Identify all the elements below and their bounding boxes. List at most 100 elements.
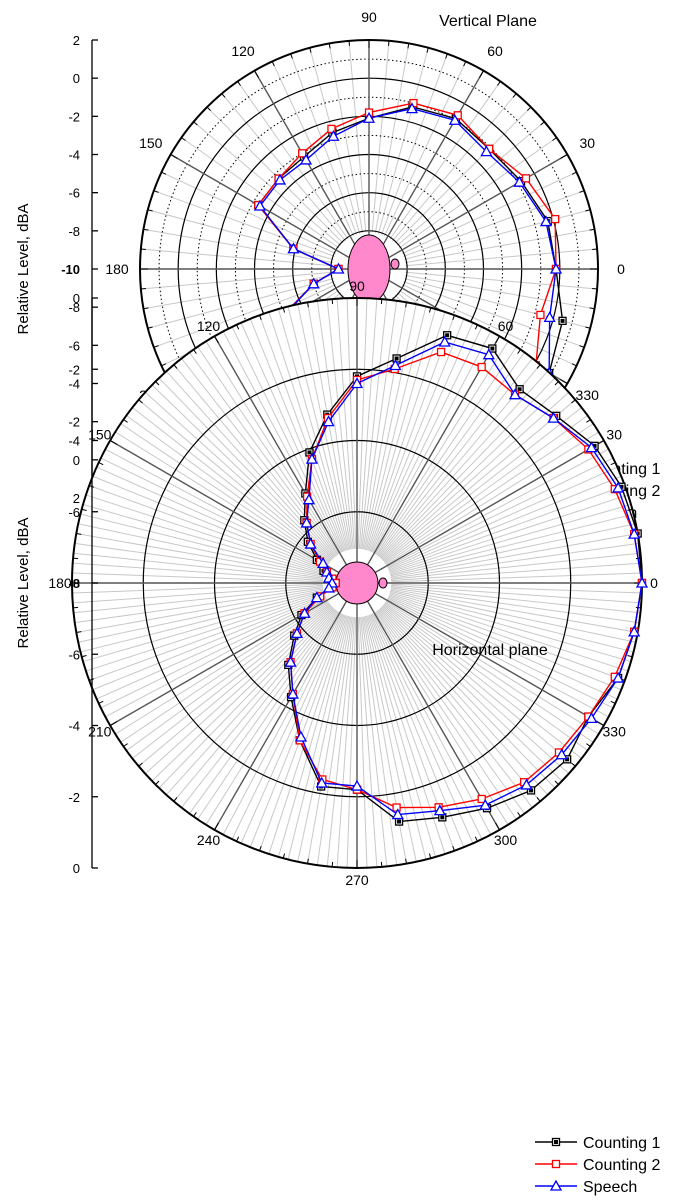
data-point-fill bbox=[619, 484, 624, 489]
ring-tick bbox=[161, 171, 167, 175]
minor-spoke bbox=[140, 271, 333, 290]
ring-tick bbox=[497, 81, 501, 86]
legend: Counting 1 Counting 2 Speech bbox=[535, 1135, 660, 1196]
minor-spoke bbox=[365, 308, 437, 551]
ring-tick bbox=[463, 61, 467, 67]
minor-spoke bbox=[287, 306, 350, 550]
ring-tick bbox=[81, 654, 87, 658]
ring-tick bbox=[474, 324, 478, 330]
ring-tick bbox=[627, 654, 633, 658]
minor-spoke bbox=[249, 318, 345, 552]
radial-tick-label: -8 bbox=[68, 576, 80, 591]
data-point bbox=[304, 537, 317, 549]
angle-label-300: 300 bbox=[494, 832, 518, 848]
minor-spoke bbox=[80, 590, 324, 653]
ring-tick bbox=[536, 364, 541, 369]
ring-tick bbox=[155, 780, 160, 785]
minor-spoke bbox=[240, 322, 344, 552]
minor-spoke bbox=[147, 278, 334, 329]
ring-tick bbox=[610, 700, 616, 704]
minor-spoke bbox=[394, 106, 532, 244]
ring-tick bbox=[540, 121, 545, 126]
ring-tick bbox=[138, 762, 143, 767]
minor-spoke bbox=[316, 300, 353, 550]
data-point bbox=[405, 102, 419, 114]
radial-tick-label: 0 bbox=[73, 861, 80, 876]
ring-tick bbox=[517, 812, 521, 817]
minor-spoke bbox=[259, 315, 346, 552]
minor-spoke bbox=[386, 598, 609, 718]
minor-spoke bbox=[387, 457, 614, 569]
minor-spoke bbox=[78, 589, 324, 643]
minor-spoke bbox=[383, 407, 582, 563]
minor-spoke bbox=[89, 594, 326, 681]
ring-tick bbox=[571, 762, 576, 767]
minor-spoke bbox=[72, 583, 323, 594]
chart-title: Horizontal plane bbox=[432, 642, 548, 659]
data-point bbox=[307, 277, 320, 289]
radial-tick-label: -4 bbox=[68, 377, 80, 392]
minor-spoke bbox=[389, 591, 632, 663]
minor-spoke bbox=[277, 615, 349, 858]
minor-spoke bbox=[151, 384, 333, 560]
minor-spoke bbox=[388, 594, 625, 681]
minor-spoke bbox=[181, 609, 337, 808]
ring-tick bbox=[259, 315, 262, 321]
radial-tick-label: -4 bbox=[68, 719, 80, 734]
data-point bbox=[520, 778, 533, 790]
minor-spoke bbox=[387, 597, 614, 709]
legend-label: Speech bbox=[583, 1179, 637, 1196]
ring-tick bbox=[428, 307, 432, 313]
minor-spoke bbox=[391, 562, 642, 582]
ring-tick bbox=[554, 780, 559, 785]
legend-label: Counting 2 bbox=[583, 1157, 660, 1174]
minor-spoke bbox=[375, 611, 517, 820]
data-point bbox=[436, 347, 446, 357]
minor-spoke bbox=[370, 322, 474, 552]
minor-spoke bbox=[391, 584, 642, 604]
ring-tick bbox=[282, 307, 286, 313]
ring-tick bbox=[214, 822, 219, 831]
minor-spoke bbox=[361, 616, 398, 866]
minor-spoke bbox=[389, 503, 632, 575]
angle-label-60: 60 bbox=[487, 43, 503, 59]
minor-spoke bbox=[388, 596, 618, 700]
minor-spoke bbox=[389, 494, 629, 573]
data-point bbox=[547, 411, 560, 423]
minor-spoke bbox=[383, 603, 582, 759]
legend-marker bbox=[551, 1159, 561, 1169]
data-point bbox=[298, 149, 307, 158]
data-point bbox=[508, 388, 522, 400]
angle-label-330: 330 bbox=[576, 387, 600, 403]
ring-tick bbox=[237, 81, 241, 86]
ring-tick bbox=[405, 302, 407, 308]
radial-tick-label: -6 bbox=[68, 338, 80, 353]
minor-spoke bbox=[89, 485, 326, 572]
minor-spoke bbox=[138, 399, 332, 562]
ring-tick bbox=[143, 307, 149, 310]
minor-spoke bbox=[307, 616, 352, 864]
minor-spoke bbox=[388, 466, 618, 570]
angle-label-240: 240 bbox=[197, 832, 221, 848]
ring-tick bbox=[138, 399, 143, 404]
data-point bbox=[316, 557, 330, 569]
minor-spoke bbox=[370, 614, 474, 844]
minor-spoke bbox=[375, 346, 517, 555]
minor-spoke bbox=[268, 615, 347, 855]
minor-spoke bbox=[316, 616, 353, 866]
major-spoke bbox=[368, 153, 568, 270]
data-point bbox=[585, 712, 598, 724]
ring-tick bbox=[153, 190, 159, 193]
polar-chart-2: 03060901201501802102402703003300-2-4-6-8… bbox=[15, 278, 660, 1196]
ring-tick bbox=[193, 349, 197, 354]
minor-spoke bbox=[369, 614, 465, 848]
ring-tick bbox=[170, 154, 178, 159]
major-spoke bbox=[213, 335, 358, 584]
minor-spoke bbox=[365, 615, 437, 858]
angle-label-150: 150 bbox=[88, 427, 112, 443]
minor-spoke bbox=[404, 274, 595, 310]
minor-spoke bbox=[336, 298, 356, 549]
minor-spoke bbox=[92, 475, 326, 571]
head-shape bbox=[335, 561, 379, 605]
